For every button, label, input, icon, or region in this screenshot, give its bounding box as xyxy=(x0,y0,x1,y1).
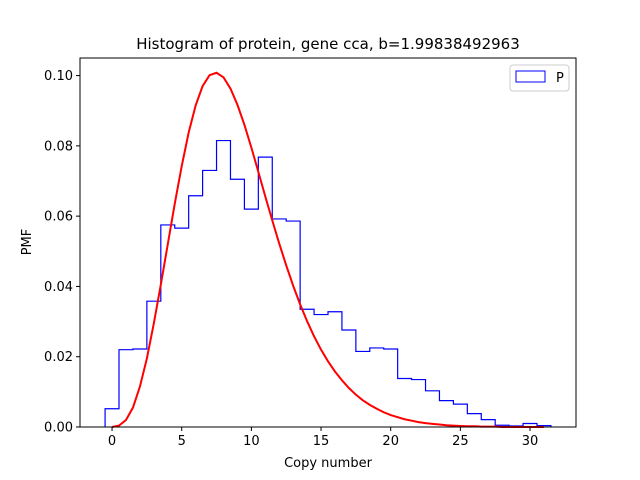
histogram-series-p xyxy=(104,139,552,427)
y-tick-label: 0.10 xyxy=(44,69,73,84)
legend: P xyxy=(509,64,570,92)
x-tick-label: 0 xyxy=(108,434,116,449)
x-tick-label: 25 xyxy=(452,434,469,449)
x-axis-label: Copy number xyxy=(284,456,373,471)
fitted-curve-line xyxy=(111,71,544,428)
y-tick-label: 0.06 xyxy=(44,210,73,225)
y-axis-label: PMF xyxy=(20,229,35,256)
y-tick-label: 0.02 xyxy=(44,350,73,365)
x-tick-label: 10 xyxy=(243,434,260,449)
x-tick-label: 30 xyxy=(522,434,539,449)
x-tick-label: 5 xyxy=(178,434,186,449)
legend-entry-label: P xyxy=(556,71,564,86)
x-tick-label: 15 xyxy=(313,434,330,449)
y-tick-label: 0.08 xyxy=(44,139,73,154)
chart-title: Histogram of protein, gene cca, b=1.9983… xyxy=(136,35,520,53)
y-tick-label: 0.04 xyxy=(44,280,73,295)
axes-frame xyxy=(79,57,577,428)
plot-area: 0 5 10 15 20 25 30 0.00 0.02 0.04 0.06 0.08 0.10 xyxy=(44,57,577,449)
x-tick-label: 20 xyxy=(382,434,399,449)
legend-swatch xyxy=(515,70,546,83)
y-tick-label: 0.00 xyxy=(44,421,73,436)
